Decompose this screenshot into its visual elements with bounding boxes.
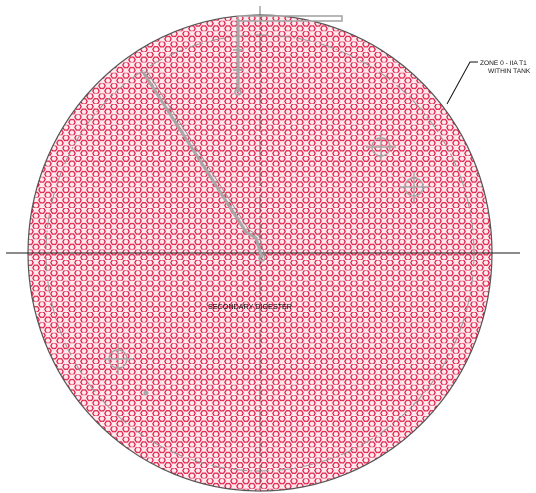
zone-callout-line1: ZONE 0 - IIA T1 bbox=[480, 60, 527, 67]
top-nozzle-assembly bbox=[233, 15, 343, 96]
diagonal-pipe-run bbox=[141, 69, 266, 262]
zone-callout-leader bbox=[446, 61, 478, 105]
manhole-icon bbox=[103, 344, 133, 374]
sample-port-icon bbox=[143, 390, 149, 396]
zone-callout-line2: WITHIN TANK bbox=[488, 68, 531, 75]
manhole-icon bbox=[366, 132, 396, 162]
tank-label: SECONDARY DIGESTER bbox=[208, 302, 292, 311]
nozzle-icon bbox=[399, 172, 429, 202]
